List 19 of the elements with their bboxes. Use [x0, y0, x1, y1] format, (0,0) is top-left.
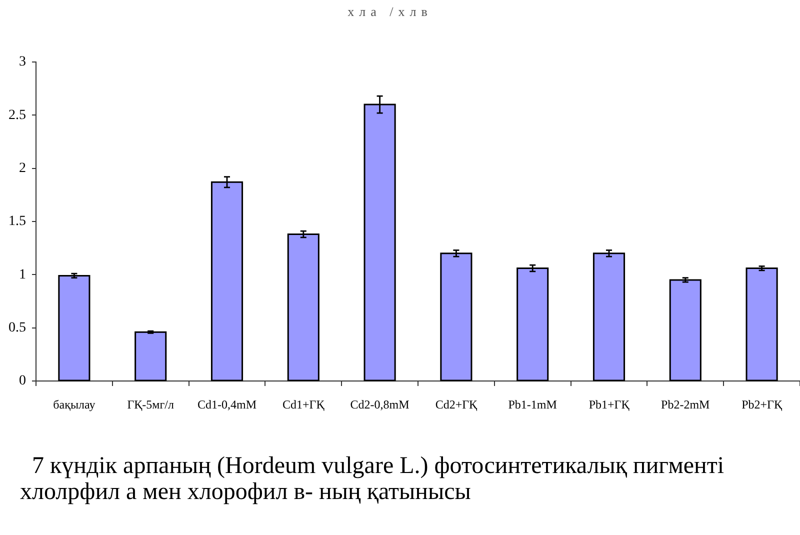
x-tick-label: Cd2-0,8mM	[350, 397, 410, 412]
text: 7 күндік арпаның (Hordeum vulgare L.) фотосинтетикалық пигменті хлолрфил а мен хлорофил в- ның қатынысы	[20, 453, 726, 505]
y-tick-label: 1	[19, 267, 26, 282]
y-tick-label: 3	[19, 54, 26, 70]
y-tick-label: 2.5	[8, 108, 26, 123]
x-tick-label: ГҚ-5мг/л	[127, 397, 174, 412]
x-tick-label: Cd2+ГҚ	[435, 397, 478, 412]
x-tick-label: Pb2+ГҚ	[742, 397, 783, 412]
x-tick-label: Cd1+ГҚ	[282, 397, 326, 412]
y-tick-label: 2	[19, 161, 26, 176]
x-tick-label: Pb2-2mM	[661, 397, 710, 412]
x-tick-label: Pb1-1mM	[508, 397, 558, 412]
y-tick-label: 0.5	[8, 320, 26, 336]
x-tick-label: Cd1-0,4mM	[197, 397, 257, 412]
x-tick-label: бақылау	[53, 397, 96, 412]
y-tick-label: 0	[19, 374, 26, 389]
x-tick-label: Pb1+ГҚ	[588, 397, 630, 412]
chart-title: хла /хлв	[346, 4, 434, 20]
y-tick-label: 1.5	[8, 214, 26, 230]
